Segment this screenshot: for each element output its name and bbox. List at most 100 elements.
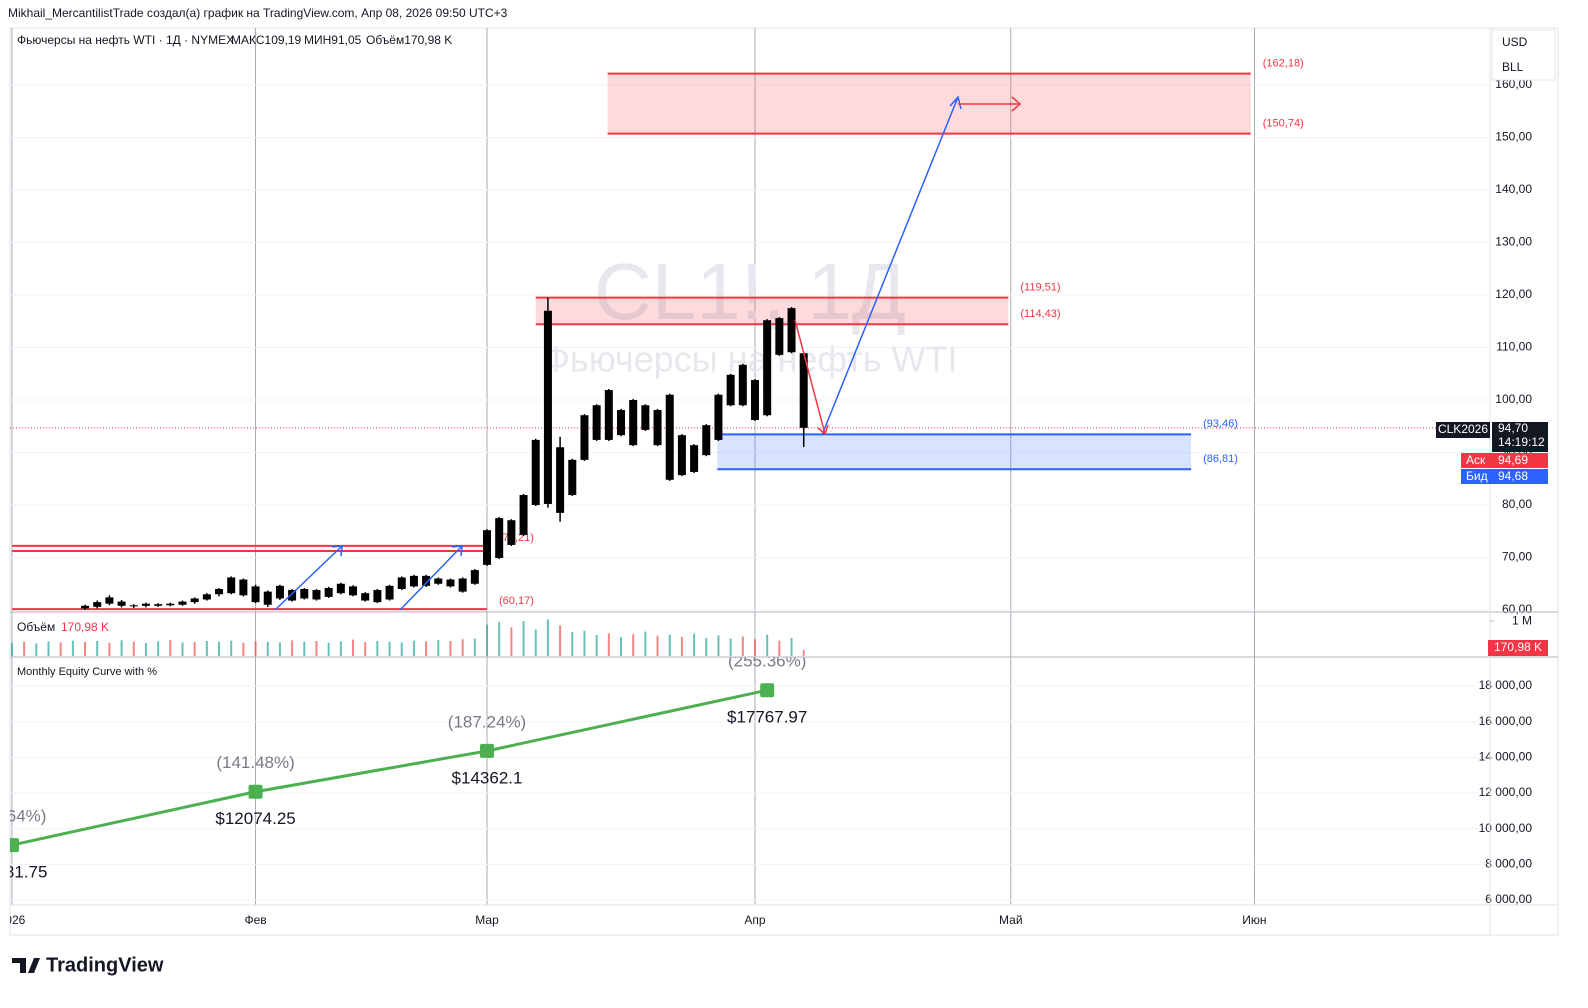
legend-symbol: Фьючерсы на нефть WTI · 1Д · NYMEX: [17, 33, 234, 47]
candle-body: [617, 409, 626, 436]
candle-body: [604, 390, 613, 440]
volume-bar: [364, 642, 367, 656]
y-tick-label: 60,00: [1502, 602, 1532, 616]
zone-label: (114,43): [1020, 308, 1060, 320]
candle-body: [93, 602, 102, 607]
y-tick-label: 120,00: [1495, 287, 1532, 301]
candle-body: [519, 495, 528, 535]
volume-bar: [47, 641, 50, 656]
candle-body: [495, 518, 504, 559]
volume-bar: [656, 635, 659, 656]
y-tick-label: 130,00: [1495, 235, 1532, 249]
equity-title: Monthly Equity Curve with %: [17, 666, 157, 678]
percent-label: (255.36%): [728, 652, 806, 671]
percent-label: (187.24%): [448, 712, 526, 731]
candle-body: [409, 575, 418, 587]
volume-bar: [668, 634, 671, 656]
volume-bar: [546, 619, 549, 656]
candle-body: [385, 585, 394, 600]
volume-bar: [157, 641, 160, 656]
volume-tag-text: 170,98 K: [1494, 640, 1542, 654]
candle-body: [141, 603, 150, 606]
volume-bar: [486, 624, 489, 656]
x-tick-label: Апр: [744, 913, 766, 927]
volume-bar: [766, 634, 769, 656]
volume-bar: [132, 641, 135, 656]
zone-label: (119,51): [1020, 281, 1060, 293]
candle-body: [117, 601, 126, 606]
legend-high: МАКС109,19: [231, 33, 302, 47]
bid-tag: [1461, 469, 1548, 484]
volume-bar: [193, 642, 196, 656]
candle-body: [324, 587, 333, 597]
volume-pane: [10, 619, 805, 656]
currency: USD: [1502, 35, 1528, 49]
arrow: [958, 96, 1022, 112]
volume-bar: [632, 634, 635, 656]
candle-body: [568, 459, 577, 496]
value-label: $12074.25: [215, 809, 295, 828]
volume-bar: [96, 640, 99, 656]
volume-bar: [790, 637, 793, 656]
candle-body: [629, 400, 638, 446]
value-label: $17767.97: [727, 708, 807, 727]
ask-label: Аск: [1466, 453, 1486, 467]
candle-body: [129, 605, 138, 607]
x-tick-label: Май: [999, 913, 1023, 927]
candle-body: [543, 310, 552, 504]
volume-tag: [1488, 640, 1548, 656]
y-tick-label: 110,00: [1496, 340, 1532, 354]
zone-label: (86,81): [1203, 453, 1238, 465]
volume-bar: [291, 640, 294, 656]
value-label: $14362.1: [452, 768, 523, 787]
price-tag-text: 94,70: [1498, 421, 1528, 435]
volume-bar: [510, 627, 513, 656]
volume-bar: [266, 642, 269, 656]
credit: Mikhail_MercantilistTrade создал(а) граф…: [8, 6, 508, 20]
candle-body: [507, 520, 516, 545]
volume-value: 170,98 K: [61, 620, 109, 634]
volume-bar: [534, 629, 537, 656]
equity-pane: (81.64%) $9081.75 (141.48%) $12074.25 (187.2…: [10, 652, 807, 882]
y-tick-label: 80,00: [1502, 497, 1532, 511]
legend-low: МИН91,05: [304, 33, 362, 47]
candle-body: [775, 318, 784, 355]
volume-bar: [254, 641, 257, 656]
zone-label: (162,18): [1263, 57, 1304, 69]
candle-body: [361, 593, 370, 601]
price-pane: (162,18) (150,74) (119,51) (114,43) (93,46) (…: [10, 57, 1490, 611]
y-tick-label: 10 000,00: [1479, 821, 1533, 835]
volume-bar: [705, 637, 708, 656]
volume-bar: [10, 642, 13, 656]
equity-point: [760, 683, 775, 698]
volume-bar: [693, 633, 696, 656]
currency-box[interactable]: [1491, 29, 1556, 81]
candle-body: [263, 591, 272, 605]
candle-body: [397, 577, 406, 590]
frame: [9, 27, 1559, 936]
watermark-name: Фьючерсы на нефть WTI: [543, 339, 958, 380]
volume-bar: [741, 636, 744, 656]
volume-bar: [315, 640, 318, 656]
candle-body: [373, 590, 382, 603]
volume-bar: [583, 630, 586, 656]
candle-body: [434, 578, 443, 584]
candle-body: [702, 425, 711, 456]
y-tick-label: 16 000,00: [1479, 714, 1533, 728]
drawings: [274, 95, 1022, 611]
candle-body: [556, 447, 565, 513]
x-tick-label: Июн: [1242, 913, 1266, 927]
watermark-ticker: CL1!, 1Д: [594, 247, 906, 336]
volume-bar: [205, 640, 208, 656]
x-tick-label: 2026: [0, 913, 26, 927]
candle-body: [215, 589, 224, 595]
volume-bar: [327, 642, 330, 656]
candle-body: [239, 579, 248, 596]
candle-body: [750, 380, 759, 420]
volume-bar: [230, 640, 233, 656]
candle-body: [714, 394, 723, 440]
volume-bar: [218, 641, 221, 656]
percent-label: (141.48%): [216, 753, 294, 772]
candle-body: [336, 583, 345, 594]
volume-bar: [473, 638, 476, 656]
